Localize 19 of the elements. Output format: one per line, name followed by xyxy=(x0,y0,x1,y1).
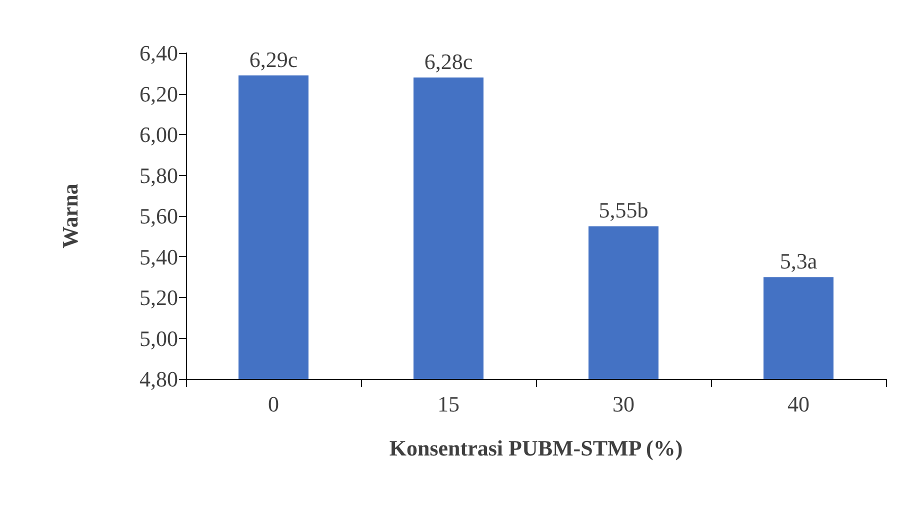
y-tick-label: 5,00 xyxy=(140,326,178,351)
y-tick-label: 4,80 xyxy=(140,366,178,392)
x-tick-label: 15 xyxy=(438,392,460,416)
x-tick-label: 40 xyxy=(788,392,810,416)
data-label: 6,28c xyxy=(424,48,473,74)
y-tick-label: 6,20 xyxy=(140,81,178,106)
data-label: 6,29c xyxy=(249,46,298,72)
x-tick-label: 30 xyxy=(612,392,634,416)
x-axis-title: Konsentrasi PUBM-STMP (%) xyxy=(389,436,683,460)
y-tick-label: 6,00 xyxy=(140,122,178,147)
data-label: 5,3a xyxy=(780,248,818,274)
y-tick-label: 5,20 xyxy=(140,285,178,310)
data-label: 5,55b xyxy=(598,198,648,223)
y-tick-label: 5,60 xyxy=(140,204,178,228)
x-tick-label: 0 xyxy=(268,392,279,416)
y-tick-label: 5,40 xyxy=(140,244,178,270)
y-tick-label: 5,80 xyxy=(140,162,178,188)
y-tick-label: 6,40 xyxy=(140,40,178,66)
y-axis-title: Warna xyxy=(58,184,82,248)
